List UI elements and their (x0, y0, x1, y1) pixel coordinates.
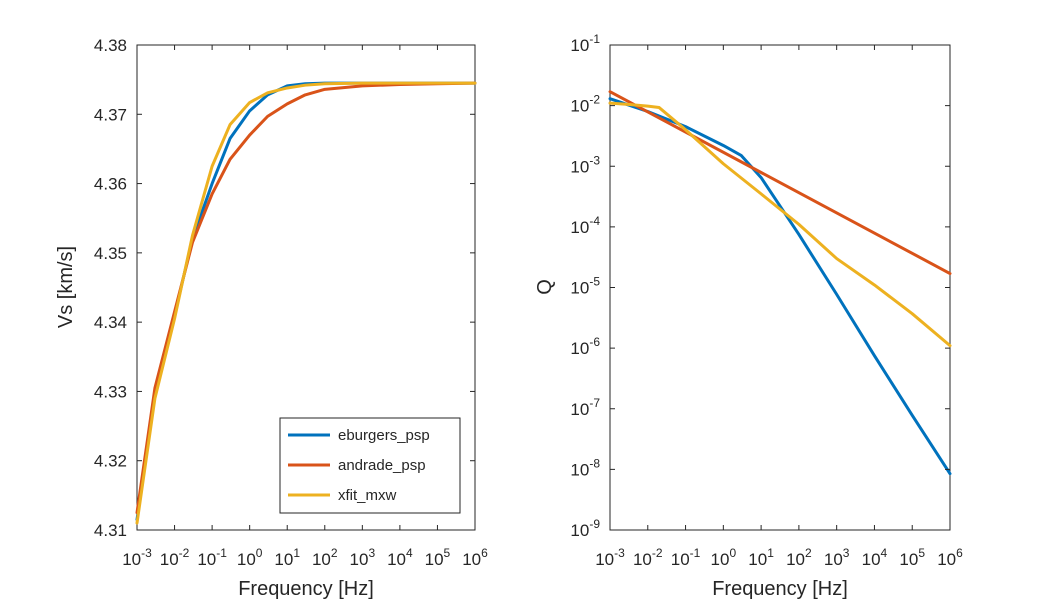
q-y-tick-label: 10-4 (570, 214, 600, 237)
vs-series-group (135, 81, 477, 525)
vs-x-tick-label: 10-2 (160, 546, 190, 569)
q-x-tick-label: 104 (862, 546, 888, 569)
q-x-tick-label: 106 (937, 546, 963, 569)
vs-x-tick-label: 101 (274, 546, 300, 569)
vs-y-ticks: 4.31 4.32 4.33 4.34 4.35 4.36 4.37 4.38 (94, 36, 475, 540)
q-plot-area (609, 44, 951, 531)
vs-y-tick-label: 4.34 (94, 313, 127, 332)
legend: eburgers_psp andrade_psp xfit_mxw (279, 417, 461, 514)
vs-x-axis-label: Frequency [Hz] (238, 578, 374, 600)
q-x-tick-label: 101 (748, 546, 774, 569)
vs-y-tick-label: 4.33 (94, 382, 127, 401)
q-x-tick-label: 10-1 (671, 546, 701, 569)
vs-y-tick-label: 4.35 (94, 244, 127, 263)
vs-x-ticks: 10-3 10-2 10-1 100 101 102 103 104 105 106 (122, 45, 488, 569)
q-y-tick-label: 10-8 (570, 456, 600, 479)
q-y-ticks: 10-9 10-8 10-7 10-6 10-5 10-4 10-3 10-2 10-1 (570, 32, 950, 540)
vs-y-tick-label: 4.31 (94, 521, 127, 540)
vs-y-tick-label: 4.36 (94, 175, 127, 194)
q-x-tick-label: 105 (899, 546, 925, 569)
legend-label-xfit-mxw: xfit_mxw (338, 487, 397, 504)
q-x-ticks: 10-3 10-2 10-1 100 101 102 103 104 105 106 (595, 45, 963, 569)
q-x-tick-label: 10-2 (633, 546, 663, 569)
vs-x-tick-label: 10-1 (197, 546, 227, 569)
legend-label-eburgers-psp: eburgers_psp (338, 427, 430, 444)
q-y-tick-label: 10-2 (570, 93, 600, 116)
q-x-axis-label: Frequency [Hz] (712, 578, 848, 600)
q-x-tick-label: 103 (824, 546, 850, 569)
q-x-tick-label: 10-3 (595, 546, 625, 569)
q-line-xfit-mxw (608, 101, 952, 348)
legend-label-andrade-psp: andrade_psp (338, 457, 426, 474)
q-y-tick-label: 10-5 (570, 275, 600, 298)
q-x-tick-label: 102 (786, 546, 812, 569)
q-chart: 10-3 10-2 10-1 100 101 102 103 104 105 106 10-910… (534, 32, 963, 600)
q-x-tick-label: 100 (711, 546, 737, 569)
vs-x-tick-label: 102 (312, 546, 338, 569)
q-y-tick-label: 10-1 (570, 32, 600, 55)
q-line-eburgers-psp (608, 97, 952, 476)
vs-x-tick-label: 105 (425, 546, 451, 569)
q-series-group (608, 90, 952, 476)
vs-x-tick-label: 103 (350, 546, 376, 569)
vs-y-axis-label: Vs [km/s] (55, 246, 77, 328)
q-y-tick-label: 10-9 (570, 517, 600, 540)
q-y-axis-label: Q (534, 279, 556, 295)
vs-chart: 10-3 10-2 10-1 100 101 102 103 104 105 106 4.314.… (55, 36, 488, 600)
vs-y-tick-label: 4.32 (94, 452, 127, 471)
vs-x-tick-label: 104 (387, 546, 413, 569)
q-y-tick-label: 10-6 (570, 335, 600, 358)
q-y-tick-label: 10-3 (570, 153, 600, 176)
vs-line-xfit-mxw (135, 81, 477, 525)
q-y-tick-label: 10-7 (570, 396, 600, 419)
q-line-andrade-psp (608, 90, 952, 276)
vs-y-tick-label: 4.37 (94, 105, 127, 124)
vs-x-tick-label: 10-3 (122, 546, 152, 569)
vs-x-tick-label: 106 (462, 546, 488, 569)
vs-x-tick-label: 100 (237, 546, 263, 569)
vs-y-tick-label: 4.38 (94, 36, 127, 55)
